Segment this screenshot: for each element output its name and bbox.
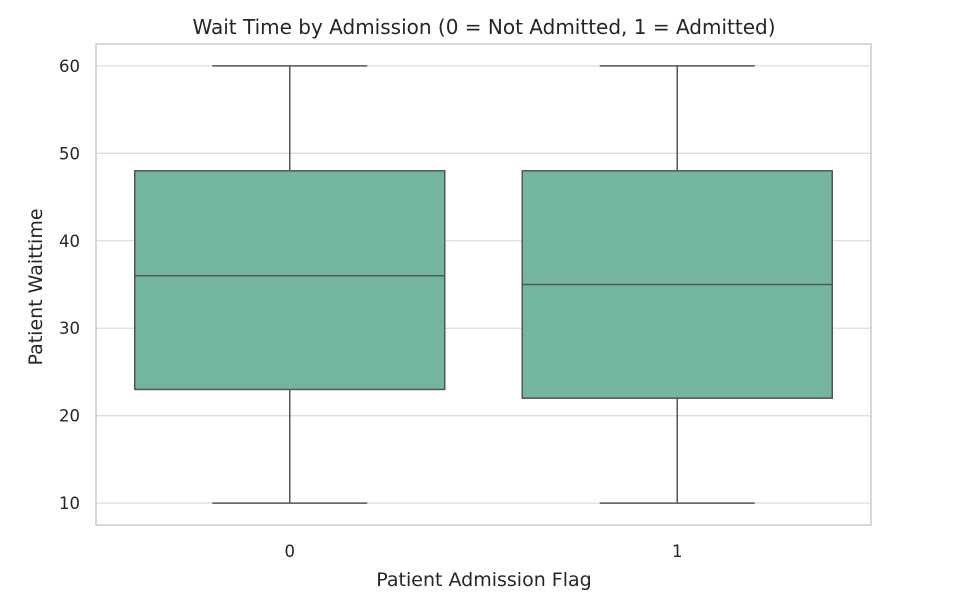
y-axis-label: Patient Waittime [25,208,47,365]
box-group-1 [521,65,833,504]
box-group-0 [134,65,446,504]
x-axis-label: Patient Admission Flag [376,569,591,591]
chart-title: Wait Time by Admission (0 = Not Admitted… [192,15,775,39]
y-tick-label-60: 60 [59,57,80,76]
y-tick-label-30: 30 [59,319,80,338]
y-tick-label-40: 40 [59,232,80,251]
box-0 [134,170,446,391]
x-tick-label-1: 1 [672,542,683,561]
plot-frame [95,43,872,526]
y-tick-label-20: 20 [59,407,80,426]
y-tick-label-50: 50 [59,144,80,163]
y-tick-label-10: 10 [59,494,80,513]
box-series [134,65,833,504]
y-axis-ticks: 10 20 30 40 50 60 [59,57,80,513]
x-tick-label-0: 0 [285,542,296,561]
